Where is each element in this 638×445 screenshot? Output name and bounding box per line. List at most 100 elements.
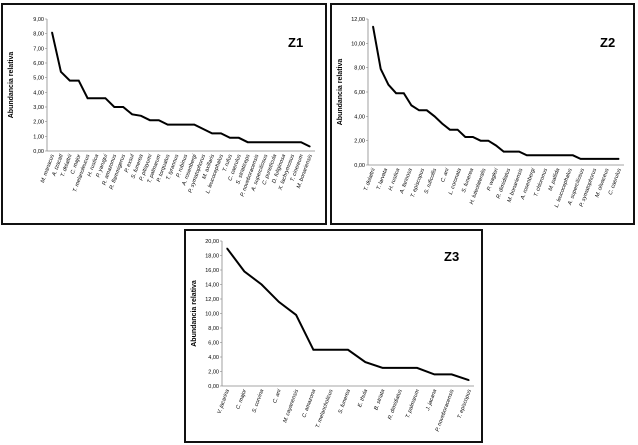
y-tick-label: 16,00 xyxy=(205,268,219,274)
data-point xyxy=(140,115,142,117)
data-point xyxy=(243,270,245,273)
y-axis-label: Abundancia relativa xyxy=(191,280,198,347)
x-tick-label: C. major xyxy=(235,388,248,411)
y-tick-label: 14,00 xyxy=(205,283,219,289)
data-point xyxy=(387,84,389,86)
data-point xyxy=(295,314,297,316)
y-axis-label: Abundancia relativa xyxy=(8,52,15,119)
data-point xyxy=(264,141,267,143)
data-point xyxy=(229,137,231,139)
x-tick-label: J. jacana xyxy=(425,389,439,413)
data-point xyxy=(372,25,374,27)
y-tick-label: 6,00 xyxy=(354,90,365,96)
x-tick-label: C. amazona xyxy=(302,389,318,419)
data-point xyxy=(426,109,428,111)
data-point xyxy=(495,144,497,147)
x-tick-label: H. rustica xyxy=(388,168,402,192)
data-point xyxy=(220,132,222,134)
y-tick-label: 3,00 xyxy=(33,105,44,111)
data-point xyxy=(330,349,332,351)
data-point xyxy=(468,379,470,381)
x-tick-label: T. larvata xyxy=(376,168,389,191)
chart-panel-z2: 0,00 2,00 4,00 6,00 8,00 10,00 12,00 Abundancia… xyxy=(330,3,635,225)
x-tick-label: T. episcopus xyxy=(457,388,473,419)
y-tick-label: 20,00 xyxy=(205,239,219,245)
x-tick-label: C. caerulus xyxy=(608,167,623,195)
data-point xyxy=(158,119,160,121)
data-point xyxy=(347,349,349,351)
data-point xyxy=(451,373,453,375)
data-point xyxy=(309,146,311,148)
data-point xyxy=(175,124,178,126)
y-tick-label: 2,00 xyxy=(354,139,365,145)
y-tick-label: 4,00 xyxy=(354,114,365,120)
chart-z2: 0,00 2,00 4,00 6,00 8,00 10,00 12,00 Abundancia… xyxy=(337,17,624,208)
data-point xyxy=(433,115,436,117)
data-point xyxy=(549,154,551,156)
y-tick-label: 12,00 xyxy=(351,17,365,23)
y-tick-label: 12,00 xyxy=(205,297,219,303)
data-point xyxy=(300,141,302,143)
data-point xyxy=(211,132,213,134)
x-tick-label: B. striata xyxy=(373,389,386,411)
data-point xyxy=(149,119,151,121)
data-point xyxy=(167,124,169,126)
y-tick-label: 2,00 xyxy=(208,370,219,376)
y-tick-label: 8,00 xyxy=(354,66,365,72)
data-point xyxy=(480,140,482,142)
data-point xyxy=(60,71,62,73)
data-point xyxy=(572,154,574,156)
data-point xyxy=(441,123,443,125)
data-point xyxy=(418,109,420,111)
y-tick-label: 0,00 xyxy=(208,384,219,390)
x-tick-label: S. corvina xyxy=(251,389,265,414)
series-line xyxy=(372,26,619,160)
data-point xyxy=(410,104,413,106)
data-point xyxy=(381,367,384,369)
data-point xyxy=(416,367,418,369)
y-tick-label: 0,00 xyxy=(33,149,44,155)
data-point xyxy=(579,158,582,160)
data-point xyxy=(202,128,204,130)
data-point xyxy=(556,154,559,156)
data-point xyxy=(595,158,597,160)
y-tick-label: 8,00 xyxy=(33,32,44,38)
x-tick-label: P. noveboracensis xyxy=(435,388,456,432)
data-point xyxy=(526,154,528,156)
y-tick-label: 6,00 xyxy=(33,61,44,67)
data-point xyxy=(260,283,263,286)
x-tick-label: M. cayanensis xyxy=(282,388,300,423)
data-point xyxy=(131,113,133,115)
data-point xyxy=(399,367,401,369)
x-tick-label: R. dimidiatus xyxy=(387,388,404,420)
chart-panel-z3: 0,00 2,00 4,00 6,00 8,00 10,00 12,00 14,00 16,00… xyxy=(184,229,483,443)
y-tick-label: 18,00 xyxy=(205,254,219,260)
data-point xyxy=(113,106,115,108)
y-tick-label: 2,00 xyxy=(33,120,44,126)
data-point xyxy=(256,141,258,143)
panel-title: Z1 xyxy=(288,35,303,50)
data-point xyxy=(273,141,276,143)
data-point xyxy=(364,361,366,363)
data-point xyxy=(184,124,187,126)
data-point xyxy=(282,141,284,143)
data-point xyxy=(449,129,451,131)
data-point xyxy=(86,97,89,99)
data-point xyxy=(247,141,249,143)
data-point xyxy=(456,129,459,131)
x-tick-label: C. ani xyxy=(272,388,283,404)
y-tick-label: 9,00 xyxy=(33,17,44,23)
x-tick-label: T. melancholicus xyxy=(315,388,335,429)
data-point xyxy=(380,68,382,70)
data-point xyxy=(503,151,505,153)
data-point xyxy=(587,158,589,160)
y-tick-label: 10,00 xyxy=(205,312,219,318)
data-point xyxy=(238,137,240,139)
chart-z1: 0,00 1,00 2,00 3,00 4,00 5,00 6,00 7,00 8,00 9,00… xyxy=(8,17,315,198)
data-point xyxy=(51,31,53,33)
data-point xyxy=(95,97,98,99)
data-point xyxy=(533,154,536,156)
chart-panel-z1: 0,00 1,00 2,00 3,00 4,00 5,00 6,00 7,00 8,00 9,00… xyxy=(1,3,327,225)
data-point xyxy=(610,158,612,160)
x-tick-label: V. jacarina xyxy=(216,389,230,415)
